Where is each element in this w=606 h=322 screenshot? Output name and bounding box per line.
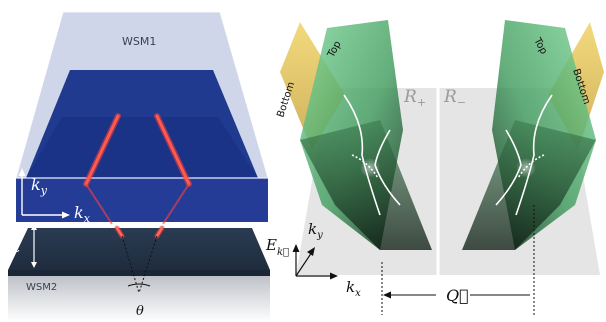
wsm2-label: WSM2 xyxy=(26,282,57,293)
left-cone-glow xyxy=(360,158,380,178)
fermi-arcs-top xyxy=(83,113,192,225)
angle-dotted-left xyxy=(121,235,140,294)
left-ky-label: ky xyxy=(31,175,48,197)
inner-blue-sheet xyxy=(26,117,258,178)
right-cone-glow xyxy=(516,158,536,178)
left-axes: ky kx xyxy=(18,168,91,225)
right-lower-sheet xyxy=(462,120,596,250)
right-ky-label: ky xyxy=(308,220,323,241)
wsm1-label: WSM1 xyxy=(122,35,156,48)
angle-arc xyxy=(127,283,151,287)
q-vector-label: Q⃗ xyxy=(446,286,469,305)
thickness-marker: t xyxy=(14,224,37,268)
thickness-label: t xyxy=(14,238,21,256)
angle-dotted-right xyxy=(138,235,158,294)
fermi-arcs-bottom xyxy=(114,225,165,239)
left-kx-label: kx xyxy=(74,203,91,225)
energy-axis-label: Ek⃗ xyxy=(265,236,289,258)
wsm2-slab xyxy=(8,228,270,270)
left-lower-sheet xyxy=(300,120,432,250)
floor-shadow xyxy=(8,272,270,322)
angle-label: θ xyxy=(136,304,144,319)
q-vector: Q⃗ xyxy=(381,205,535,315)
wsm1-bottom-face xyxy=(16,178,268,222)
right-axes: Ek⃗ ky kx xyxy=(265,220,361,299)
left-panel: θ WSM1 WSM2 ky kx t xyxy=(8,11,270,322)
right-panel: R+ R− Bottom Top Top Bottom Ek⃗ ky kx Q⃗ xyxy=(265,20,604,315)
region-minus-label: R− xyxy=(443,87,466,109)
region-plus-label: R+ xyxy=(403,87,426,109)
wsm2-slab-edge xyxy=(8,270,270,276)
right-kx-label: kx xyxy=(346,278,361,299)
